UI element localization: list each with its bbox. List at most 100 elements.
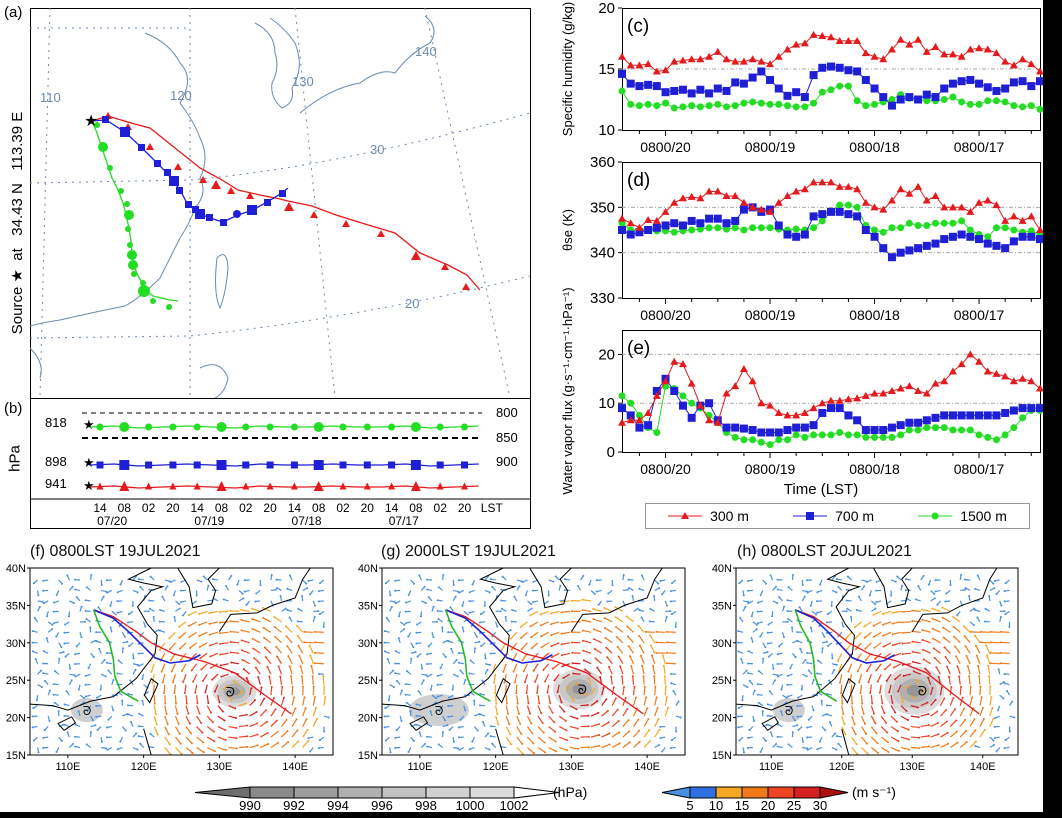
wind-arrowhead bbox=[461, 604, 464, 607]
data-point bbox=[835, 182, 844, 190]
wind-arrowhead bbox=[661, 593, 664, 596]
data-point bbox=[688, 399, 696, 407]
wind-arrow bbox=[516, 705, 520, 714]
coastline-taiwan bbox=[841, 677, 856, 704]
wind-arrowhead bbox=[816, 591, 819, 594]
wind-arrowhead bbox=[737, 650, 740, 653]
wind-arrowhead bbox=[107, 669, 110, 672]
wind-arrowhead bbox=[627, 578, 630, 581]
wind-arrowhead bbox=[648, 729, 651, 732]
wind-arrow bbox=[880, 695, 883, 704]
data-point bbox=[966, 226, 974, 234]
wind-arrow bbox=[537, 715, 544, 724]
lat-tick-label: 35N bbox=[6, 600, 26, 612]
wind-arrowhead bbox=[746, 662, 749, 665]
wind-arrowhead bbox=[200, 668, 203, 671]
wind-arrowhead bbox=[756, 683, 759, 686]
data-point bbox=[635, 223, 644, 231]
wind-arrowhead bbox=[550, 645, 553, 648]
wind-arrowhead bbox=[959, 685, 962, 688]
wind-arrowhead bbox=[768, 690, 771, 693]
wind-arrowhead bbox=[619, 665, 622, 668]
wind-arrowhead bbox=[127, 704, 130, 707]
data-point bbox=[861, 226, 870, 234]
marker bbox=[342, 220, 350, 227]
wind-arrowhead bbox=[868, 594, 871, 597]
legend-square-marker-icon bbox=[793, 512, 828, 520]
wind-arrow bbox=[281, 719, 288, 727]
wind-arrowhead bbox=[798, 606, 801, 609]
wind-arrow bbox=[583, 659, 592, 665]
wind-arrowhead bbox=[645, 696, 648, 699]
wind-arrow bbox=[927, 677, 932, 685]
wind-arrowhead bbox=[529, 614, 532, 617]
wind-arrowhead bbox=[95, 715, 98, 718]
trajectory-line-300m bbox=[91, 115, 481, 291]
wind-arrowhead bbox=[255, 592, 258, 595]
data-point bbox=[835, 63, 844, 72]
data-point bbox=[731, 192, 740, 199]
wind-arrowhead bbox=[37, 594, 40, 597]
wind-arrow bbox=[590, 688, 595, 696]
track-marker bbox=[388, 423, 396, 431]
wind-arrow bbox=[255, 667, 261, 675]
wind-arrow bbox=[280, 686, 283, 696]
data-point bbox=[670, 228, 678, 236]
wind-arrowhead bbox=[255, 710, 258, 713]
data-point bbox=[871, 100, 879, 108]
wind-arrowhead bbox=[213, 740, 216, 743]
wind-arrowhead bbox=[815, 613, 818, 616]
lst-unit-label: LST bbox=[481, 501, 504, 515]
wind-arrowhead bbox=[426, 653, 429, 656]
trajectory-1500m bbox=[92, 609, 139, 702]
wind-arrowhead bbox=[139, 585, 142, 588]
wind-arrowhead bbox=[286, 587, 289, 590]
data-point bbox=[879, 93, 888, 102]
wind-arrow bbox=[206, 715, 214, 723]
data-point bbox=[1001, 98, 1009, 106]
wind-arrowhead bbox=[245, 603, 248, 606]
colorbar-tick-label: 994 bbox=[327, 798, 349, 812]
wind-arrowhead bbox=[85, 743, 88, 746]
wind-arrow bbox=[164, 736, 171, 745]
wind-arrowhead bbox=[219, 653, 222, 656]
wind-arrowhead bbox=[474, 647, 477, 650]
wind-arrowhead bbox=[628, 730, 631, 733]
coastlines bbox=[29, 567, 311, 756]
wind-arrowhead bbox=[786, 599, 789, 602]
wind-arrow bbox=[641, 665, 645, 675]
data-point bbox=[792, 225, 800, 233]
lat-tick-label: 20N bbox=[712, 713, 732, 725]
wind-arrowhead bbox=[297, 644, 300, 647]
wind-arrowhead bbox=[263, 636, 266, 639]
wind-arrow bbox=[311, 676, 314, 685]
wind-arrowhead bbox=[592, 607, 595, 610]
track-marker bbox=[339, 423, 347, 431]
wind-arrowhead bbox=[587, 714, 590, 717]
wind-arrow bbox=[206, 726, 215, 733]
x-tick-label: 0800/17 bbox=[954, 139, 1005, 155]
wind-arrow bbox=[569, 694, 575, 702]
wind-arrowhead bbox=[884, 668, 887, 671]
wind-arrowhead bbox=[273, 626, 276, 629]
wind-arrowhead bbox=[500, 599, 503, 602]
wind-arrow bbox=[650, 645, 656, 654]
wind-arrow bbox=[601, 710, 609, 717]
data-point bbox=[948, 79, 957, 88]
wind-arrow bbox=[242, 659, 250, 665]
wind-arrowhead bbox=[626, 625, 629, 628]
colorbar-tick-label: 5 bbox=[686, 798, 693, 812]
wind-arrowhead bbox=[179, 658, 182, 661]
wind-arrow bbox=[200, 652, 208, 659]
wind-arrow bbox=[963, 625, 971, 633]
legend-item-700m: 700 m bbox=[793, 508, 874, 524]
wind-arrow bbox=[219, 631, 229, 634]
track-marker bbox=[290, 423, 298, 431]
data-point bbox=[705, 187, 714, 195]
data-point bbox=[705, 52, 714, 60]
wind-arrowhead bbox=[821, 647, 824, 650]
wind-arrowhead bbox=[500, 607, 503, 610]
panel-b-label: (b) bbox=[4, 400, 23, 417]
wind-arrowhead bbox=[807, 669, 810, 672]
wind-arrow bbox=[654, 707, 659, 717]
